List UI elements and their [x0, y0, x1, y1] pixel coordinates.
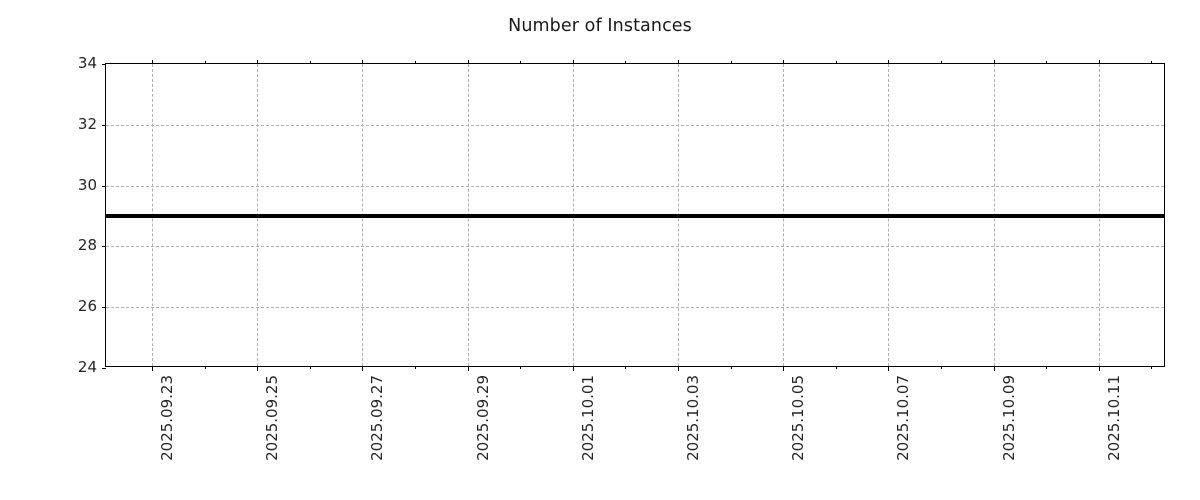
x-axis-minor-tick-top — [1151, 61, 1153, 64]
plot-area — [101, 59, 1165, 371]
x-axis-tick-top — [783, 59, 785, 64]
x-axis-tick-top — [678, 59, 679, 64]
x-axis-tick-label: 2025.09.23 — [158, 375, 176, 461]
x-axis-tick-top — [993, 59, 995, 64]
x-axis-minor-tick — [204, 366, 206, 369]
x-axis-tick — [783, 366, 785, 371]
x-axis-tick — [362, 366, 364, 371]
x-axis-tick-top — [257, 59, 259, 64]
horizontal-gridline — [106, 124, 1164, 126]
x-axis-tick-label: 2025.10.05 — [789, 375, 808, 461]
x-axis-minor-tick-top — [835, 61, 837, 64]
x-axis-tick — [467, 366, 469, 371]
y-axis-tick-label: 26 — [77, 297, 97, 316]
x-axis-minor-tick-top — [520, 61, 522, 64]
chart-title: Number of Instances — [508, 16, 692, 36]
x-axis-tick-top — [467, 59, 469, 64]
x-axis-minor-tick — [625, 366, 627, 369]
y-axis-tick — [101, 124, 106, 126]
x-axis-minor-tick-top — [625, 61, 627, 64]
x-axis-tick-labels: 2025.09.23 2025.09.25 2025.09.27 2025.09.29… — [105, 375, 1165, 495]
x-axis-tick-label: 2025.09.27 — [368, 375, 387, 461]
y-axis-tick — [101, 185, 106, 187]
horizontal-gridline — [106, 185, 1164, 187]
data-series-line — [106, 214, 1164, 218]
x-axis-minor-tick-top — [730, 61, 732, 64]
y-axis-tick-label: 34 — [77, 54, 97, 72]
x-axis-minor-tick — [1151, 366, 1153, 369]
x-axis-tick — [993, 366, 995, 371]
x-axis-minor-tick — [1046, 366, 1048, 369]
x-axis-tick-label: 2025.10.09 — [999, 375, 1018, 461]
x-axis-minor-tick — [835, 366, 837, 369]
x-axis-minor-tick-top — [941, 61, 942, 64]
x-axis-tick — [888, 366, 890, 371]
x-axis-minor-tick — [941, 366, 942, 369]
x-axis-minor-tick-top — [309, 61, 311, 64]
x-axis-tick — [257, 366, 259, 371]
x-axis-minor-tick-top — [415, 61, 416, 64]
x-axis-tick-top — [362, 59, 364, 64]
x-axis-minor-tick-top — [1046, 61, 1048, 64]
x-axis-tick — [152, 366, 153, 371]
y-axis-tick — [101, 64, 106, 65]
y-axis-tick — [101, 307, 106, 309]
x-axis-tick — [572, 366, 574, 371]
x-axis-minor-tick — [415, 366, 416, 369]
x-axis-minor-tick — [730, 366, 732, 369]
y-axis-tick — [101, 246, 106, 248]
y-axis-tick-label: 30 — [77, 175, 97, 194]
y-axis-tick — [101, 368, 106, 369]
x-axis-minor-tick — [520, 366, 522, 369]
horizontal-gridline — [106, 246, 1164, 248]
x-axis-tick-top — [572, 59, 574, 64]
x-axis-tick-label: 2025.09.25 — [263, 375, 282, 461]
x-axis-tick — [1098, 366, 1100, 371]
x-axis-tick-label: 2025.10.11 — [1104, 375, 1123, 461]
y-axis-tick-labels: 24 26 28 30 32 34 — [63, 54, 97, 376]
data-series-layer — [106, 64, 1164, 366]
y-axis-tick-label: 24 — [77, 358, 97, 376]
x-axis-tick-label: 2025.10.01 — [578, 375, 597, 461]
horizontal-gridline — [106, 307, 1164, 309]
x-axis-tick-label: 2025.09.29 — [473, 375, 492, 461]
x-axis-tick-top — [888, 59, 890, 64]
x-axis-minor-tick-top — [204, 61, 206, 64]
x-axis-tick-top — [1098, 59, 1100, 64]
x-axis-tick-label: 2025.10.03 — [684, 375, 702, 461]
x-axis-tick — [678, 366, 679, 371]
x-axis-minor-tick — [309, 366, 311, 369]
y-axis-tick-label: 32 — [77, 114, 97, 133]
x-axis-tick-top — [152, 59, 153, 64]
y-axis-tick-label: 28 — [77, 236, 97, 255]
x-axis-tick-label: 2025.10.07 — [894, 375, 913, 461]
